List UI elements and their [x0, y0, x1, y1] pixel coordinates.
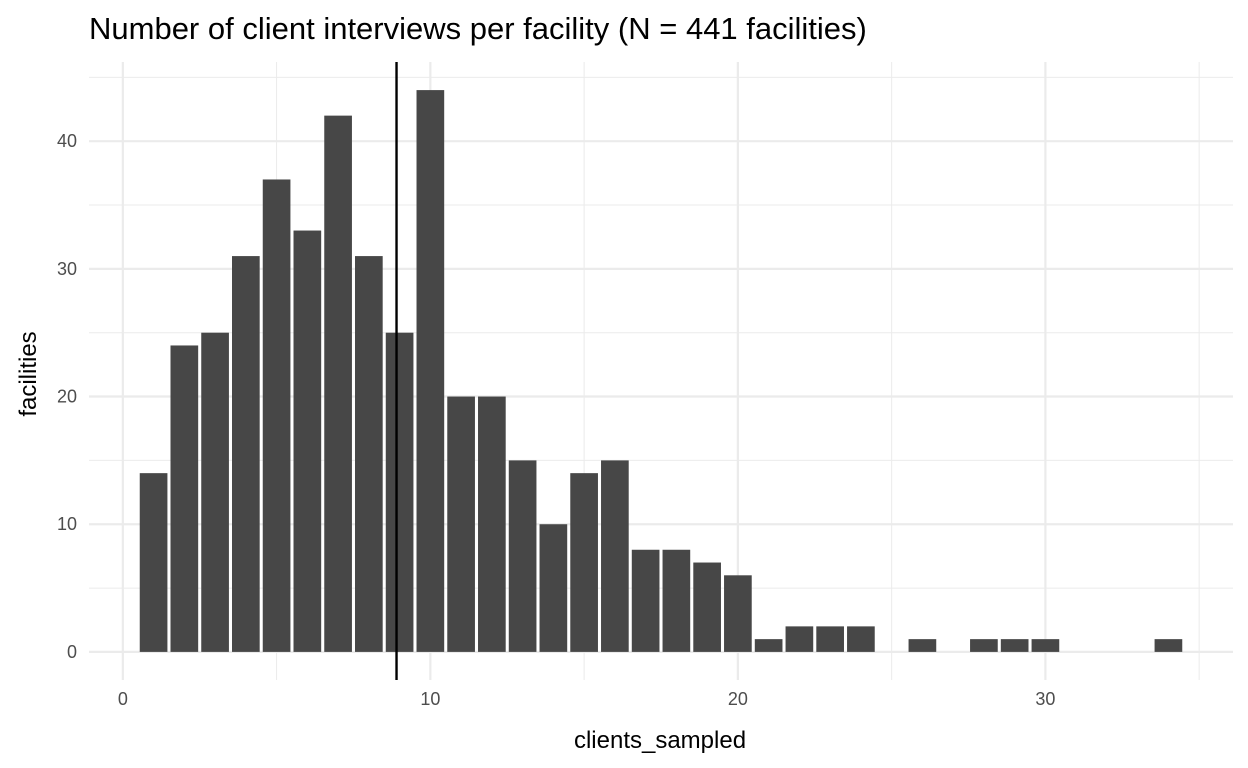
x-tick-label: 30: [1035, 689, 1055, 709]
x-tick-label: 0: [118, 689, 128, 709]
histogram-bar: 30: 1: [1031, 639, 1060, 652]
histogram-bar: 7: 42: [324, 115, 352, 652]
histogram-bar: 6: 33: [293, 230, 322, 652]
histogram-bar: 24: 2: [847, 626, 875, 652]
histogram-bar: 11: 20: [447, 396, 475, 652]
histogram-bar: 3: 25: [201, 332, 229, 652]
histogram-bar: 20: 6: [724, 575, 752, 652]
x-tick-label: 20: [728, 689, 748, 709]
histogram-bar: 14: 10: [539, 524, 568, 652]
histogram-bar: 16: 15: [601, 460, 629, 652]
histogram-bar: 8: 31: [355, 256, 383, 652]
histogram-bar: 13: 15: [508, 460, 537, 652]
histogram-bar: 9: 25: [385, 332, 414, 652]
chart-title: Number of client interviews per facility…: [89, 11, 867, 46]
bars: 1: 142: 243: 254: 315: 376: 337: 428: 31…: [139, 90, 1183, 652]
y-axis-title: facilities: [15, 331, 42, 416]
histogram-bar: 19: 7: [693, 562, 721, 652]
tick-labels: 0 10 20 30 0 10 20 30 40: [57, 131, 1055, 709]
histogram-bar: 5: 37: [262, 179, 291, 652]
histogram-bar: 18: 8: [662, 549, 691, 652]
x-tick-label: 10: [420, 689, 440, 709]
y-tick-label: 40: [57, 131, 77, 151]
histogram-bar: 4: 31: [232, 256, 260, 652]
histogram-bar: 10: 44: [416, 90, 445, 652]
y-tick-label: 30: [57, 259, 77, 279]
histogram-bar: 22: 2: [785, 626, 814, 652]
histogram-bar: 17: 8: [631, 549, 660, 652]
histogram-bar: 15: 14: [570, 473, 598, 652]
histogram-bar: 1: 14: [139, 473, 168, 652]
y-tick-label: 0: [67, 642, 77, 662]
histogram-bar: 29: 1: [1000, 639, 1029, 652]
x-axis-title: clients_sampled: [574, 727, 746, 754]
y-tick-label: 20: [57, 387, 77, 407]
histogram-bar: 12: 20: [478, 396, 506, 652]
histogram-bar: 21: 1: [754, 639, 783, 652]
grid-lines: [89, 62, 1233, 680]
histogram-bar: 26: 1: [908, 639, 937, 652]
histogram-bar: 28: 1: [970, 639, 998, 652]
histogram-bar: 2: 24: [170, 345, 199, 652]
histogram-bar: 23: 2: [816, 626, 844, 652]
histogram-bar: 34: 1: [1154, 639, 1183, 652]
y-tick-label: 10: [57, 514, 77, 534]
